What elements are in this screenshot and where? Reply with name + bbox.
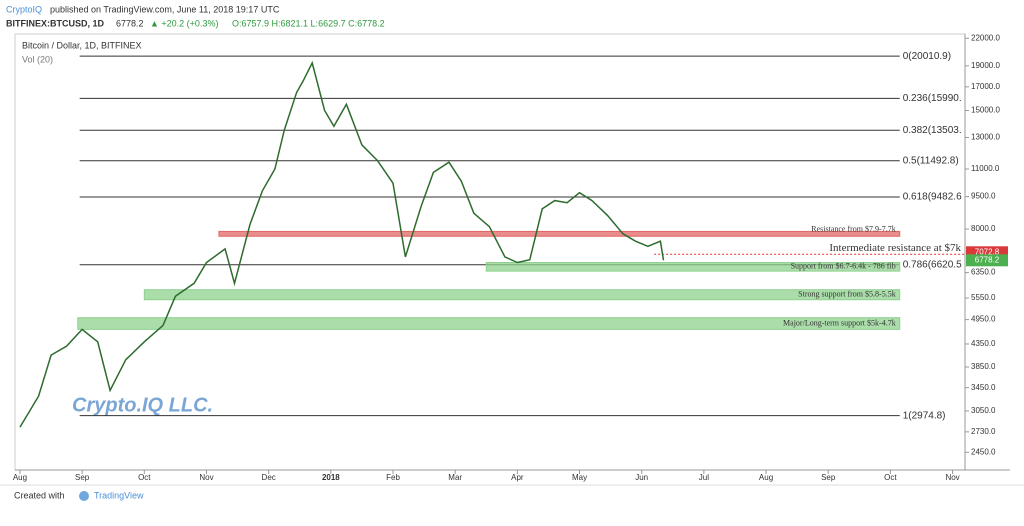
y-tick-label: 4950.0 bbox=[971, 315, 996, 324]
y-tick-label: 22000.0 bbox=[971, 33, 1000, 42]
y-tick-label: 11000.0 bbox=[971, 164, 1000, 173]
zone-label: Strong support from $5.8-5.5k bbox=[798, 290, 896, 299]
fib-label: 0(20010.9) bbox=[903, 51, 951, 62]
watermark: Crypto.IQ LLC. bbox=[72, 394, 213, 416]
y-tick-label: 15000.0 bbox=[971, 106, 1000, 115]
fib-label: 0.382(13503. bbox=[903, 125, 962, 136]
x-tick-label: Sep bbox=[75, 473, 90, 482]
y-tick-label: 5550.0 bbox=[971, 293, 996, 302]
y-tick-label: 3850.0 bbox=[971, 362, 996, 371]
publisher[interactable]: CryptoIQ bbox=[6, 4, 42, 14]
y-tick-label: 2450.0 bbox=[971, 447, 996, 456]
x-tick-label: Mar bbox=[448, 473, 462, 482]
x-tick-label: Aug bbox=[759, 473, 773, 482]
price-tag-label: 7072.8 bbox=[975, 247, 1000, 256]
zone bbox=[77, 317, 901, 330]
x-tick-label: 2018 bbox=[322, 473, 340, 482]
y-tick-label: 3050.0 bbox=[971, 406, 996, 415]
y-tick-label: 17000.0 bbox=[971, 82, 1000, 91]
x-tick-label: Dec bbox=[262, 473, 276, 482]
resistance-label: Intermediate resistance at $7k bbox=[829, 242, 961, 254]
x-tick-label: Apr bbox=[511, 473, 524, 482]
y-tick-label: 19000.0 bbox=[971, 61, 1000, 70]
x-tick-label: Jun bbox=[635, 473, 648, 482]
footer-created: Created with bbox=[14, 490, 65, 500]
price-tag-label: 6778.2 bbox=[975, 255, 1000, 264]
footer-brand[interactable]: TradingView bbox=[94, 490, 144, 500]
fib-label: 0.618(9482.6 bbox=[903, 192, 962, 203]
price-line bbox=[19, 60, 665, 428]
symbol: BITFINEX:BTCUSD, 1D bbox=[6, 18, 105, 28]
zone bbox=[143, 289, 901, 301]
x-tick-label: May bbox=[572, 473, 587, 482]
zone bbox=[485, 261, 901, 272]
x-tick-label: Oct bbox=[138, 473, 151, 482]
price-tag bbox=[966, 254, 1008, 267]
y-tick-label: 8000.0 bbox=[971, 224, 996, 233]
fib-label: 0.236(15990. bbox=[903, 93, 962, 104]
y-tick-label: 13000.0 bbox=[971, 133, 1000, 142]
y-tick-label: 2730.0 bbox=[971, 427, 996, 436]
x-tick-label: Aug bbox=[13, 473, 27, 482]
ohlc: O:6757.9 H:6821.1 L:6629.7 C:6778.2 bbox=[232, 18, 385, 28]
last-price: 6778.2 bbox=[116, 18, 144, 28]
zone bbox=[218, 230, 901, 237]
fib-label: 0.5(11492.8) bbox=[903, 155, 959, 166]
y-tick-label: 6350.0 bbox=[971, 268, 996, 277]
published: published on TradingView.com, June 11, 2… bbox=[50, 4, 280, 14]
zone-label: Resistance from $7.9-7.7k bbox=[811, 225, 895, 234]
chart-subtitle: Vol (20) bbox=[22, 54, 53, 64]
fib-label: 1(2974.8) bbox=[903, 410, 946, 421]
zone-label: Support from $6.7-6.4k - 786 fib bbox=[791, 262, 896, 271]
y-tick-label: 3450.0 bbox=[971, 383, 996, 392]
chart-title: Bitcoin / Dollar, 1D, BITFINEX bbox=[22, 40, 142, 50]
x-tick-label: Feb bbox=[386, 473, 400, 482]
x-tick-label: Oct bbox=[884, 473, 897, 482]
x-tick-label: Nov bbox=[199, 473, 213, 482]
fib-label: 0.786(6620.5 bbox=[903, 259, 962, 270]
zone-label: Major/Long-term support $5k-4.7k bbox=[783, 318, 896, 327]
x-tick-label: Jul bbox=[699, 473, 709, 482]
change: ▲ +20.2 (+0.3%) bbox=[150, 18, 218, 28]
tv-logo bbox=[79, 491, 89, 501]
x-tick-label: Sep bbox=[821, 473, 836, 482]
y-tick-label: 4350.0 bbox=[971, 339, 996, 348]
y-tick-label: 9500.0 bbox=[971, 192, 996, 201]
x-tick-label: Nov bbox=[945, 473, 959, 482]
